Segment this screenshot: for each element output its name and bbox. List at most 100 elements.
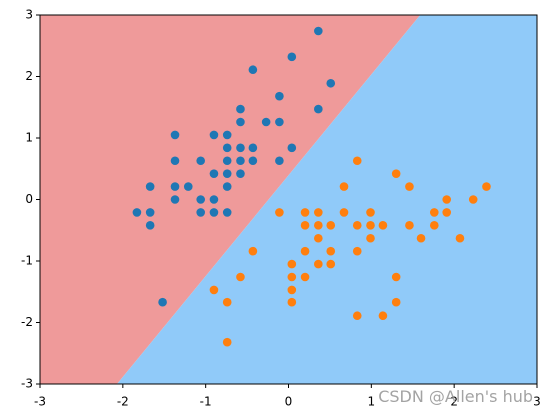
point xyxy=(236,156,245,166)
y-tick-label: 3 xyxy=(25,8,33,22)
point xyxy=(209,285,219,295)
y-tick-label: 1 xyxy=(25,131,33,145)
point xyxy=(196,195,205,204)
point xyxy=(300,246,310,256)
point xyxy=(352,156,362,166)
point xyxy=(326,221,336,230)
point xyxy=(314,26,323,36)
point xyxy=(145,208,155,217)
point xyxy=(236,104,245,114)
x-tick-label: 1 xyxy=(368,395,376,409)
point xyxy=(132,208,142,217)
point xyxy=(248,156,258,166)
point xyxy=(158,297,167,307)
point xyxy=(339,208,349,217)
point xyxy=(391,272,401,282)
point xyxy=(209,169,219,178)
point xyxy=(468,195,478,204)
point xyxy=(300,208,310,217)
point xyxy=(326,259,336,269)
point xyxy=(287,52,297,62)
point xyxy=(222,208,232,217)
point xyxy=(314,233,323,243)
point xyxy=(326,246,336,256)
point xyxy=(442,208,452,217)
point xyxy=(287,259,297,269)
watermark: CSDN @Allen's hub xyxy=(378,387,533,406)
point xyxy=(405,182,414,191)
point xyxy=(261,117,271,127)
point xyxy=(145,221,155,230)
point xyxy=(378,221,388,230)
point xyxy=(314,221,323,230)
point xyxy=(287,285,297,295)
point xyxy=(222,143,232,153)
x-tick-label: 3 xyxy=(533,395,541,409)
point xyxy=(248,143,258,153)
point xyxy=(248,65,258,75)
point xyxy=(366,221,375,230)
y-tick-label: 0 xyxy=(25,192,33,206)
point xyxy=(429,208,439,217)
point xyxy=(236,169,245,178)
point xyxy=(209,195,219,204)
point xyxy=(222,297,232,307)
plot-area: -3 -2 -1 0 1 2 3 -3 -2 -1 0 1 2 3 xyxy=(21,8,541,409)
point xyxy=(236,143,245,153)
point xyxy=(275,208,284,217)
point xyxy=(287,272,297,282)
point xyxy=(378,311,388,321)
point xyxy=(209,130,219,140)
point xyxy=(300,221,310,230)
point xyxy=(287,297,297,307)
point xyxy=(222,130,232,140)
y-tick-label: -3 xyxy=(21,377,33,391)
point xyxy=(352,311,362,321)
point xyxy=(170,182,180,191)
x-tick-label: -3 xyxy=(34,395,46,409)
x-tick-label: 2 xyxy=(450,395,458,409)
point xyxy=(416,233,426,243)
point xyxy=(236,117,245,127)
point xyxy=(352,221,362,230)
y-tick-label: -1 xyxy=(21,254,33,268)
point xyxy=(352,246,362,256)
point xyxy=(170,195,180,204)
point xyxy=(209,208,219,217)
x-tick-label: 0 xyxy=(285,395,293,409)
point xyxy=(222,169,232,178)
point xyxy=(275,117,284,127)
x-tick-label: -1 xyxy=(200,395,212,409)
point xyxy=(366,208,375,217)
point xyxy=(314,104,323,114)
point xyxy=(314,208,323,217)
point xyxy=(222,156,232,166)
point xyxy=(300,272,310,282)
point xyxy=(236,272,245,282)
point xyxy=(248,246,258,256)
point xyxy=(222,337,232,347)
point xyxy=(391,169,401,178)
region xyxy=(117,15,537,384)
point xyxy=(326,78,336,88)
point xyxy=(145,182,155,191)
point xyxy=(196,156,205,166)
point xyxy=(196,208,205,217)
point xyxy=(170,130,180,140)
point xyxy=(170,156,180,166)
point xyxy=(275,156,284,166)
y-tick-label: -2 xyxy=(21,315,33,329)
x-tick-label: -2 xyxy=(117,395,129,409)
point xyxy=(287,143,297,153)
point xyxy=(455,233,465,243)
point xyxy=(314,259,323,269)
region xyxy=(40,15,421,384)
point xyxy=(429,221,439,230)
point xyxy=(391,297,401,307)
point xyxy=(482,182,491,191)
point xyxy=(366,233,375,243)
y-tick-label: 2 xyxy=(25,69,33,83)
point xyxy=(405,221,414,230)
point xyxy=(183,182,193,191)
